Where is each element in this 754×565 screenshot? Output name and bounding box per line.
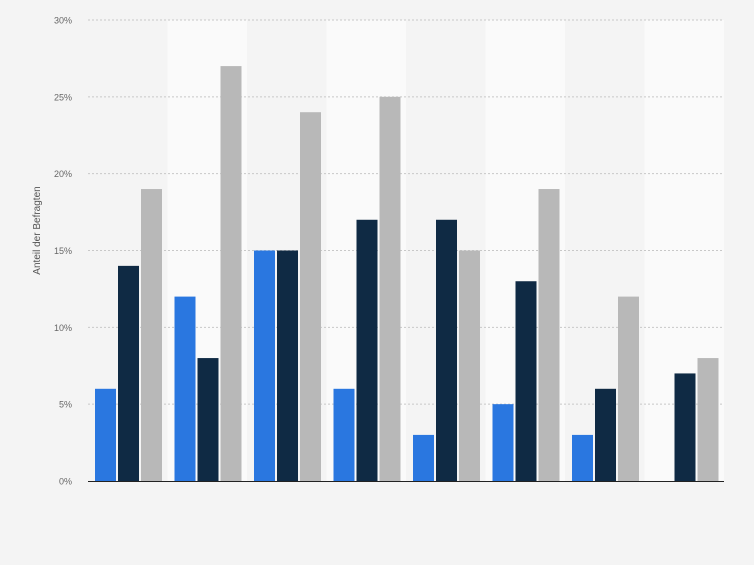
bar[interactable] [300,112,321,481]
bar[interactable] [572,434,593,481]
y-tick-label: 20% [54,169,72,179]
bar[interactable] [492,404,514,481]
y-tick-label: 10% [54,323,72,333]
y-axis-ticks: 0% 5% 10% 15% 20% 25% 30% [54,16,72,487]
bar[interactable] [515,281,537,481]
bar[interactable] [595,388,616,481]
y-axis-label: Anteil der Befragten [32,186,43,274]
bar[interactable] [333,388,355,481]
bars [95,66,719,482]
bar[interactable] [254,250,275,482]
bar[interactable] [197,358,219,481]
bar[interactable] [174,296,196,481]
y-tick-label: 5% [59,400,72,410]
bar[interactable] [379,96,401,481]
bar[interactable] [674,373,696,481]
y-tick-label: 25% [54,92,72,102]
bar[interactable] [697,358,719,481]
bar[interactable] [413,434,434,481]
bar[interactable] [141,189,162,482]
bar[interactable] [220,66,242,481]
y-tick-label: 30% [54,16,72,26]
bar[interactable] [95,388,116,481]
bar[interactable] [118,265,139,481]
y-tick-label: 15% [54,246,72,256]
bar[interactable] [538,189,560,482]
bar[interactable] [459,250,480,482]
bar[interactable] [356,219,378,481]
bar[interactable] [277,250,298,482]
y-tick-label: 0% [59,477,72,487]
bar[interactable] [436,219,457,481]
bar[interactable] [618,296,639,481]
